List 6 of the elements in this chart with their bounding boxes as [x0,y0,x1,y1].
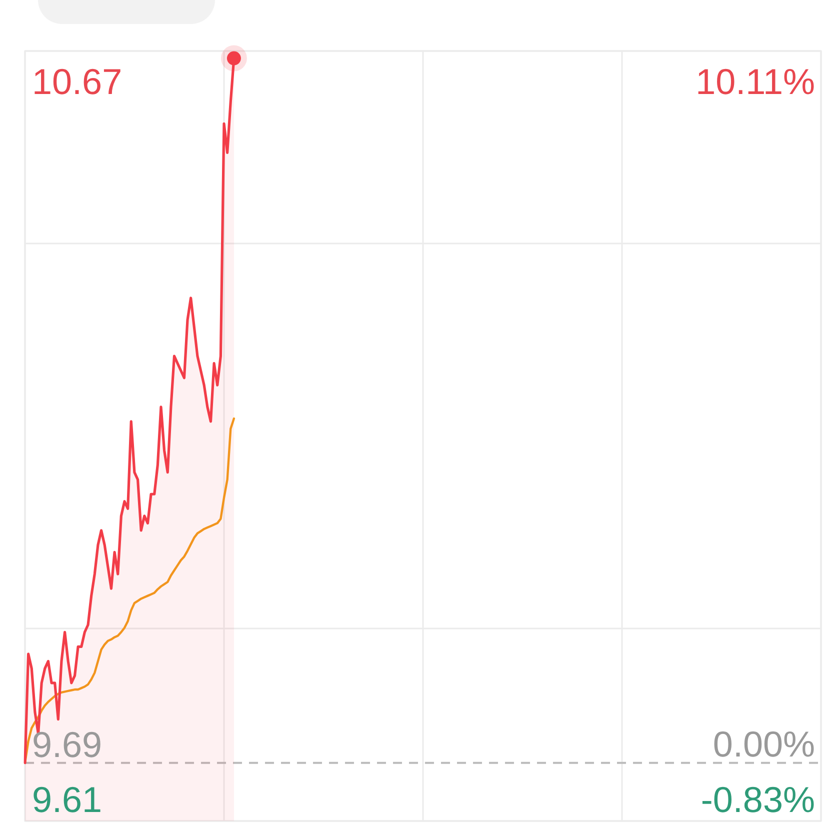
y2-tick-label: 0.00% [712,724,815,765]
y-tick-label: 9.69 [32,724,102,765]
y-tick-label: 10.67 [32,60,122,102]
y2-tick-label: -0.83% [700,779,815,820]
y2-tick-label: 10.11% [696,60,815,102]
y-tick-label: 9.61 [32,779,102,820]
